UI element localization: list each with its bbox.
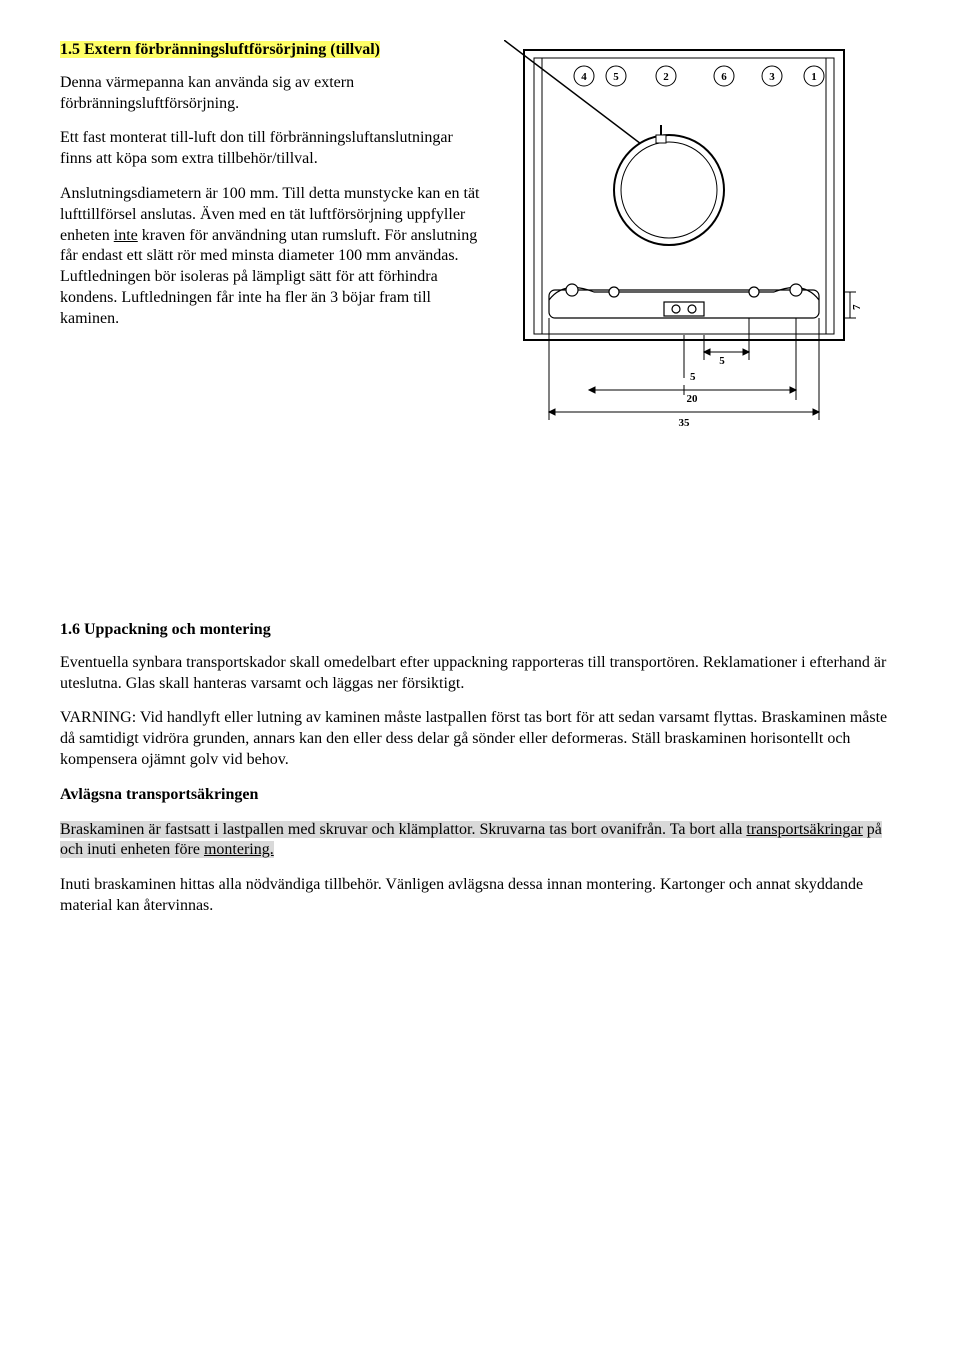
callout-1: 1: [811, 71, 817, 83]
para-1-6-3d: montering.: [204, 841, 274, 858]
dim-7: 7: [851, 304, 863, 310]
section-heading-1-6: 1.6 Uppackning och montering: [60, 620, 900, 641]
dim-5b: 5: [690, 371, 696, 383]
heading-text-1-5: 1.5 Extern förbränningsluftförsörjning (…: [60, 41, 380, 58]
dim-20: 20: [687, 393, 699, 405]
dim-35: 35: [679, 417, 691, 429]
section-heading-1-5: 1.5 Extern förbränningsluftförsörjning (…: [60, 40, 480, 61]
para-1-5-1: Denna värmepanna kan använda sig av exte…: [60, 73, 480, 115]
callout-5: 5: [613, 71, 619, 83]
technical-diagram: 4 5 2 6 3 1: [504, 40, 864, 440]
para-1-5-2: Ett fast monterat till-luft don till för…: [60, 128, 480, 170]
dim-5a: 5: [719, 355, 725, 367]
callout-6: 6: [721, 71, 727, 83]
callout-2: 2: [663, 71, 669, 83]
para-1-5-3b: inte: [114, 227, 138, 244]
para-1-6-3b: transportsäkringar: [746, 821, 862, 838]
para-1-5-3: Anslutningsdiametern är 100 mm. Till det…: [60, 184, 480, 330]
para-1-6-4: Inuti braskaminen hittas alla nödvändiga…: [60, 875, 900, 917]
callout-4: 4: [581, 71, 587, 83]
subheading-1-6: Avlägsna transportsäkringen: [60, 785, 900, 806]
callout-3: 3: [769, 71, 775, 83]
para-1-6-3: Braskaminen är fastsatt i lastpallen med…: [60, 820, 900, 862]
para-1-6-2: VARNING: Vid handlyft eller lutning av k…: [60, 708, 900, 770]
para-1-6-1: Eventuella synbara transportskador skall…: [60, 653, 900, 695]
para-1-6-3a: Braskaminen är fastsatt i lastpallen med…: [60, 821, 746, 838]
